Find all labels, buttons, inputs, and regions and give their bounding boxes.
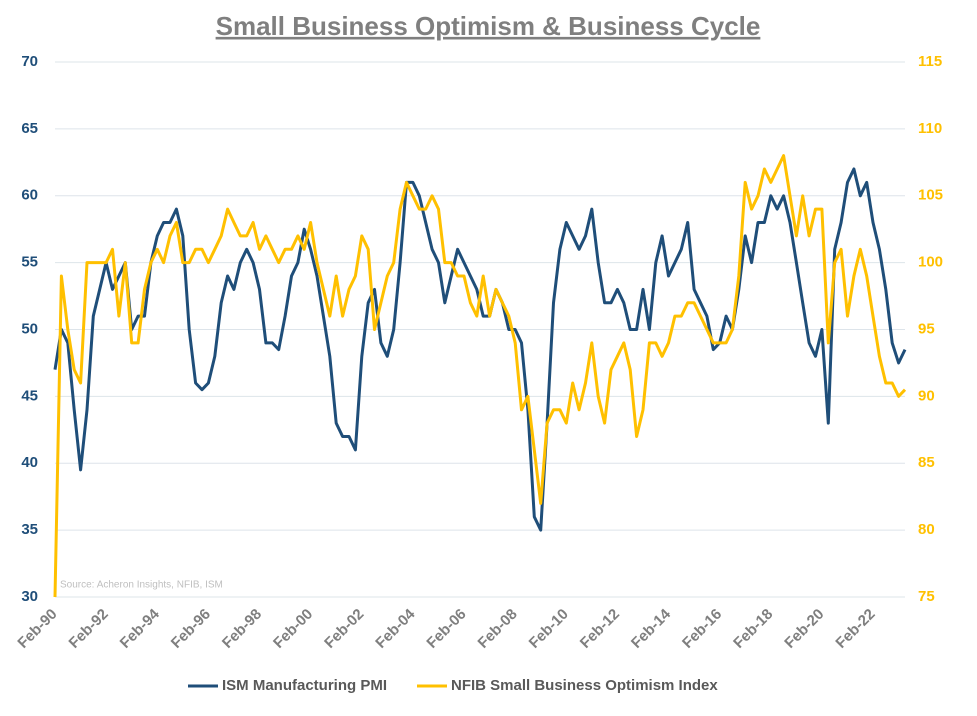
y2-tick-label: 90	[918, 387, 935, 404]
x-tick-label: Feb-20	[781, 606, 827, 652]
x-tick-label: Feb-16	[679, 606, 725, 652]
y2-tick-label: 105	[918, 187, 943, 204]
y2-tick-label: 100	[918, 254, 943, 271]
y2-tick-label: 115	[918, 53, 942, 70]
x-tick-label: Feb-98	[219, 606, 265, 652]
y-tick-label: 45	[21, 387, 38, 404]
series-line	[53, 154, 907, 598]
y-tick-label: 50	[21, 320, 38, 337]
x-tick-label: Feb-14	[628, 605, 675, 652]
x-tick-label: Feb-00	[270, 606, 316, 652]
x-tick-label: Feb-06	[423, 606, 469, 652]
y-tick-label: 35	[21, 521, 38, 538]
x-tick-label: Feb-02	[321, 606, 367, 652]
y-tick-label: 65	[21, 120, 38, 137]
x-tick-label: Feb-10	[526, 606, 572, 652]
y-tick-label: 55	[21, 254, 38, 271]
y2-tick-label: 95	[918, 320, 935, 337]
y2-tick-label: 110	[918, 120, 942, 137]
y2-tick-label: 75	[918, 588, 935, 605]
x-tick-label: Feb-90	[14, 606, 60, 652]
y2-tick-label: 85	[918, 454, 935, 471]
chart-title: Small Business Optimism & Business Cycle	[216, 11, 761, 41]
x-tick-label: Feb-22	[832, 606, 878, 652]
x-tick-label: Feb-12	[577, 606, 623, 652]
source-note: Source: Acheron Insights, NFIB, ISM	[60, 580, 223, 591]
y-tick-label: 60	[21, 187, 38, 204]
y-tick-label: 70	[21, 53, 38, 70]
series-line	[53, 167, 907, 532]
legend-label: ISM Manufacturing PMI	[222, 677, 387, 694]
y-tick-label: 40	[21, 454, 38, 471]
x-tick-label: Feb-04	[372, 605, 419, 652]
x-tick-label: Feb-94	[117, 605, 164, 652]
x-tick-label: Feb-96	[168, 606, 214, 652]
x-tick-label: Feb-08	[475, 606, 521, 652]
y-tick-label: 30	[21, 588, 38, 605]
x-tick-label: Feb-18	[730, 606, 776, 652]
x-tick-label: Feb-92	[66, 606, 112, 652]
legend-label: NFIB Small Business Optimism Index	[451, 677, 718, 694]
y2-tick-label: 80	[918, 521, 935, 538]
